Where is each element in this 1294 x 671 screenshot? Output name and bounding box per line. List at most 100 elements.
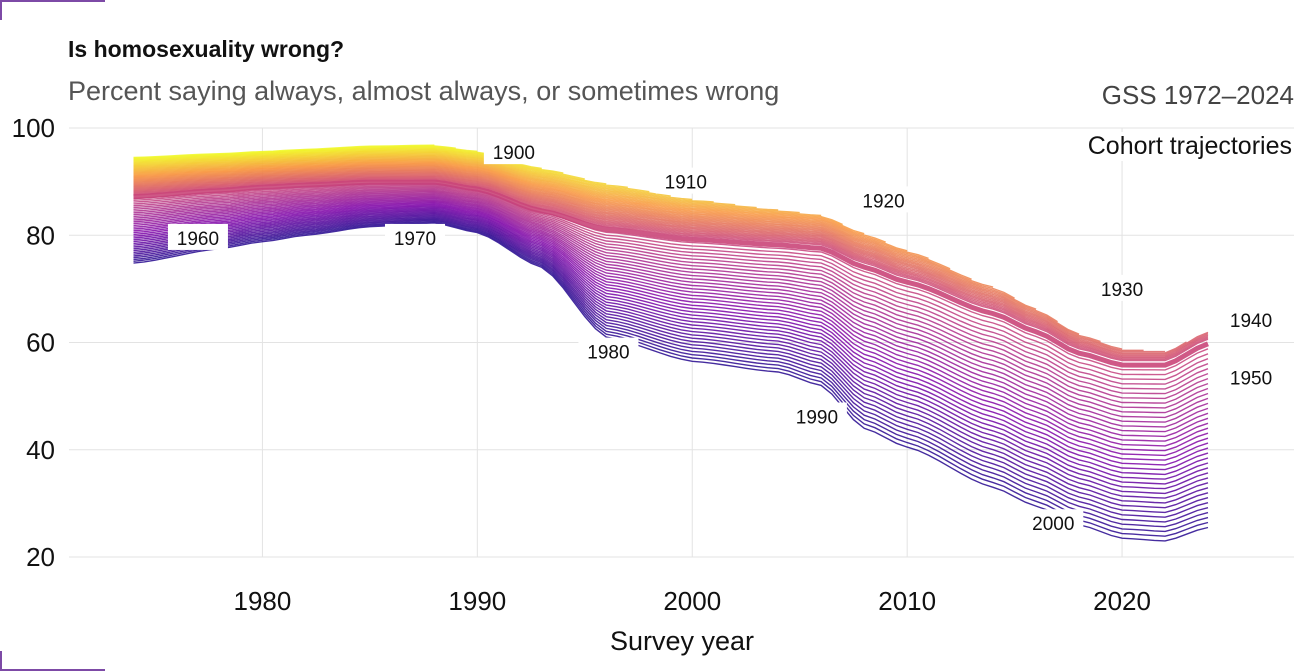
cohort-line (133, 190, 1209, 404)
cohort-line (133, 204, 1209, 466)
cohort-label-bg (786, 402, 847, 429)
cohort-line (133, 171, 1101, 343)
cohort-label-bg (655, 167, 716, 194)
cohort-label: 1930 (1101, 280, 1143, 301)
cohort-line (133, 148, 542, 170)
cohort-line (133, 157, 757, 209)
cohort-line (133, 151, 607, 185)
y-tick-label: 80 (26, 220, 55, 250)
cohort-line (133, 155, 693, 201)
cohort-label: 1910 (665, 173, 707, 194)
cohort-label-bg (578, 337, 639, 364)
y-tick-label: 20 (26, 542, 55, 572)
cohort-line (133, 213, 1209, 504)
corner-mark-top-vertical (0, 0, 2, 20)
data-source-caption: GSS 1972–2024 (1101, 80, 1294, 110)
cohort-line (133, 164, 929, 260)
cohort-line (133, 156, 736, 206)
cohort-line (133, 212, 1209, 499)
cohort-line (133, 215, 1209, 514)
cohort-line (133, 162, 865, 235)
chart-title: Is homosexuality wrong? (68, 36, 345, 62)
cohort-line (133, 170, 1080, 335)
cohort-line (133, 221, 1209, 537)
cohort-label-bg (1023, 509, 1084, 536)
cohort-line (133, 169, 1058, 323)
cohort-labels: 1900 1910 1920 1930 1940 1950 1960 1970 1980 1990… (167, 138, 1282, 536)
cohort-line (133, 160, 822, 217)
cohort-line (133, 153, 650, 193)
cohort-line (133, 162, 886, 243)
cohort-label-bg (1221, 363, 1282, 390)
cohort-line (133, 178, 1209, 359)
cohort-line (133, 214, 1209, 509)
cohort-line (133, 173, 1144, 351)
cohort-line (133, 211, 1209, 495)
cohort-line (133, 217, 1209, 523)
cohort-line (133, 152, 628, 188)
y-tick-label: 100 (12, 113, 55, 143)
cohort-line (133, 199, 1209, 442)
cohort-line (133, 201, 1209, 452)
cohort-line (133, 206, 1209, 476)
cohort-line (133, 161, 843, 226)
cohort-line (133, 182, 1209, 371)
cohort-label-bg (167, 223, 228, 250)
cohort-line (133, 165, 951, 270)
cohort-line (133, 197, 1209, 438)
cohort-line (133, 194, 1209, 423)
cohort-label: 1980 (587, 343, 629, 364)
cohort-line (133, 155, 714, 203)
cohort-label-bg (853, 186, 914, 213)
cohort-line (133, 147, 499, 161)
cohort-line (133, 222, 1209, 542)
cohort-line (133, 172, 1123, 350)
cohort-line (133, 191, 1209, 409)
cohort-label: 1900 (493, 143, 535, 164)
cohort-line (133, 193, 1209, 419)
cohort-line (133, 205, 1209, 471)
legend-title: Cohort trajectories (1085, 132, 1294, 161)
cohort-line (133, 144, 435, 159)
cohort-line (133, 175, 1187, 354)
chart-subtitle: Percent saying always, almost always, or… (68, 76, 780, 106)
cohort-line (133, 192, 1209, 414)
cohort-label: 1940 (1230, 311, 1272, 332)
cohort-line (133, 185, 1209, 385)
x-tick-label: 1980 (233, 586, 291, 616)
cohort-line (133, 210, 1209, 490)
cohort-label-bg (385, 223, 446, 250)
cohort-line (133, 200, 1209, 447)
cohort-label: 1950 (1230, 368, 1272, 389)
cohort-lines (133, 144, 1209, 542)
cohort-label: 1990 (796, 408, 838, 429)
x-tick-label: 2000 (663, 586, 721, 616)
x-tick-label: 2020 (1093, 586, 1151, 616)
cohort-line (133, 163, 908, 252)
cohort-line (133, 195, 1209, 428)
cohort-line (133, 203, 1209, 461)
cohort-label: 1920 (862, 191, 904, 212)
cohort-line (133, 177, 1209, 358)
cohort-label-bg (1092, 274, 1153, 301)
cohort-line (133, 196, 1209, 433)
x-axis-label: Survey year (610, 626, 754, 656)
cohort-line (133, 216, 1209, 518)
cohort-line (133, 219, 1209, 533)
axes: 20 40 60 80 100 1980 1990 2000 2010 2020 (12, 113, 1151, 616)
corner-mark-bottom-vertical (0, 651, 2, 671)
corner-mark-bottom (0, 669, 105, 671)
cohort-label: 2000 (1032, 514, 1074, 535)
cohort-line (133, 176, 1209, 357)
cohort-line (133, 175, 1209, 355)
cohort-line (133, 145, 456, 160)
cohort-line (133, 189, 1209, 400)
cohort-line (133, 146, 478, 160)
cohort-line (133, 183, 1209, 376)
x-tick-label: 1990 (448, 586, 506, 616)
cohort-label-bg (1221, 305, 1282, 332)
y-tick-label: 40 (26, 435, 55, 465)
cohort-label: 1970 (394, 229, 436, 250)
cohort-label: 1960 (177, 229, 219, 250)
